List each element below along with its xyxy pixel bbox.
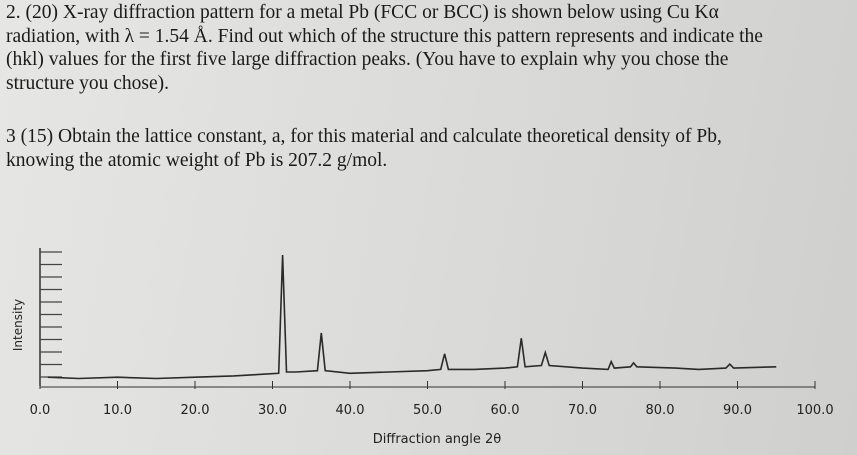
question: 3 (15) Obtain the lattice constant, a, f… bbox=[6, 126, 722, 173]
text-line: 2. (20) X-ray diffraction pattern for a … bbox=[6, 2, 719, 23]
text-line: (hkl) values for the first five large di… bbox=[6, 49, 729, 70]
x-tick-label: 50.0 bbox=[413, 403, 442, 418]
text-line: radiation, with λ = 1.54 Å. Find out whi… bbox=[6, 25, 763, 47]
question: 2. (20) X-ray diffraction pattern for a … bbox=[6, 2, 763, 96]
x-tick-label: 20.0 bbox=[181, 403, 210, 418]
diffraction-pattern bbox=[47, 254, 777, 380]
text-line: structure you chose). bbox=[6, 72, 169, 94]
x-tick-label: 40.0 bbox=[336, 403, 365, 418]
x-tick-label: 80.0 bbox=[646, 403, 675, 418]
x-tick-label: 10.0 bbox=[103, 403, 132, 418]
x-tick-label: 100.0 bbox=[796, 403, 833, 418]
x-tick-label: 0.0 bbox=[30, 403, 51, 418]
text-line: 3 (15) Obtain the lattice constant, a, f… bbox=[6, 126, 722, 147]
x-tick-label: 90.0 bbox=[723, 403, 752, 418]
text-line: knowing the atomic weight of Pb is 207.2… bbox=[6, 149, 388, 171]
x-tick-label: 30.0 bbox=[258, 403, 287, 418]
y-axis-label: Intensity bbox=[11, 299, 25, 351]
x-tick-label: 70.0 bbox=[568, 403, 597, 418]
x-axis-label: Diffraction angle 2θ bbox=[373, 432, 502, 447]
y-axis-ticks bbox=[40, 251, 62, 378]
x-tick-label: 60.0 bbox=[491, 403, 520, 418]
